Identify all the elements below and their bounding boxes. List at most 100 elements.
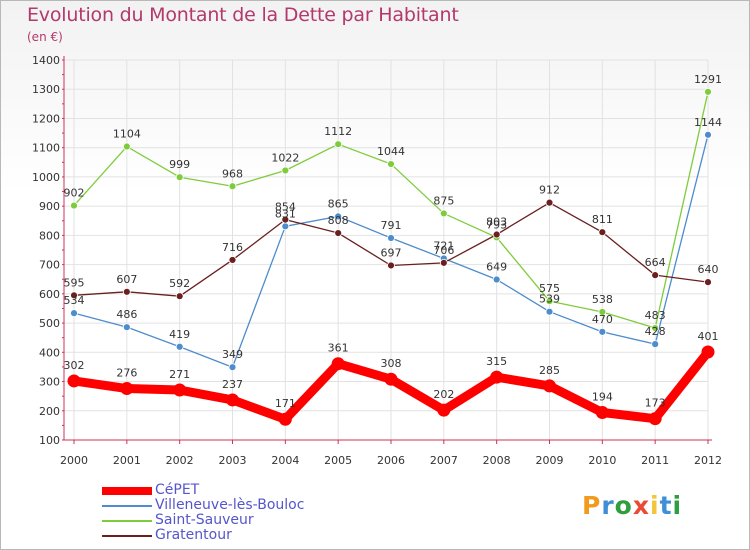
data-label: 999 (169, 158, 190, 171)
data-label: 575 (539, 282, 560, 295)
data-point (334, 140, 343, 149)
data-label: 595 (64, 276, 85, 289)
data-point (331, 357, 345, 371)
data-point (173, 383, 187, 397)
data-label: 716 (222, 241, 243, 254)
y-tick-label: 500 (39, 317, 60, 330)
data-point (278, 412, 292, 426)
data-label: 361 (328, 342, 349, 355)
logo-letter: i (650, 491, 660, 520)
data-label: 831 (275, 207, 296, 220)
y-tick-label: 400 (39, 346, 60, 359)
data-point (439, 209, 448, 218)
data-point (701, 345, 715, 359)
data-label: 811 (592, 213, 613, 226)
data-label: 1144 (694, 116, 722, 129)
data-point (545, 198, 554, 207)
data-label: 194 (592, 391, 613, 404)
data-point (545, 307, 554, 316)
x-tick-label: 2011 (641, 454, 669, 467)
legend-swatch (102, 520, 152, 522)
data-label: 1104 (113, 128, 141, 141)
data-point (228, 363, 237, 372)
data-label: 539 (539, 293, 560, 306)
data-label: 171 (275, 397, 296, 410)
axes: 100 200 300 400 500 600 700 800 900 1000 1100 1200 1… (32, 54, 722, 467)
legend-item: Villeneuve-lès-Bouloc (102, 497, 402, 513)
legend-swatch (102, 487, 152, 495)
x-tick-label: 2002 (166, 454, 194, 467)
legend-swatch (102, 505, 152, 507)
data-label: 1112 (324, 125, 352, 138)
logo-letter: P (582, 491, 602, 520)
x-tick-label: 2007 (430, 454, 458, 467)
legend-label: CéPET (155, 482, 200, 498)
data-point (70, 309, 78, 318)
data-label: 968 (222, 167, 243, 180)
data-label: 486 (116, 308, 137, 321)
data-point (545, 297, 554, 306)
legend-label: Saint-Sauveur (155, 512, 254, 528)
data-label: 401 (698, 330, 719, 343)
data-label: 483 (645, 309, 666, 322)
y-tick-label: 1100 (32, 142, 60, 155)
data-point (595, 406, 609, 420)
data-label: 706 (433, 244, 454, 257)
data-label: 419 (169, 328, 190, 341)
data-point (651, 324, 660, 332)
data-label: 803 (486, 216, 507, 229)
data-point (70, 291, 78, 300)
chart-title: Evolution du Montant de la Dette par Hab… (27, 4, 459, 26)
data-label: 902 (64, 187, 85, 200)
data-point (226, 393, 239, 407)
data-label: 349 (222, 348, 243, 361)
data-label: 791 (381, 219, 402, 232)
logo-letter: i (672, 491, 683, 520)
y-tick-label: 100 (39, 434, 60, 447)
data-point (651, 340, 660, 349)
data-point (648, 412, 662, 426)
legend-item: Saint-Sauveur (102, 512, 402, 528)
y-tick-label: 600 (39, 288, 60, 301)
x-tick-label: 2005 (324, 454, 352, 467)
legend-label: Villeneuve-lès-Bouloc (155, 497, 305, 513)
data-point (387, 160, 395, 168)
data-label: 912 (539, 184, 560, 197)
data-point (437, 403, 451, 417)
data-label: 271 (169, 368, 190, 381)
data-label: 592 (169, 277, 190, 290)
y-tick-label: 900 (39, 200, 60, 213)
data-point (281, 215, 290, 224)
data-point (598, 327, 607, 336)
y-tick-label: 200 (39, 405, 60, 418)
x-tick-label: 2003 (219, 454, 247, 467)
data-point (281, 166, 290, 175)
data-point (492, 230, 501, 239)
data-point (175, 342, 184, 351)
data-point (281, 222, 290, 231)
data-point (122, 323, 131, 332)
data-label: 697 (381, 246, 402, 259)
x-tick-label: 2009 (536, 454, 564, 467)
data-label: 428 (645, 325, 666, 338)
data-label: 1044 (377, 145, 405, 158)
data-label: 315 (486, 355, 507, 368)
data-point (175, 292, 184, 301)
data-point (651, 271, 660, 280)
data-point (704, 130, 712, 139)
data-label: 640 (698, 263, 719, 276)
legend: CéPET Villeneuve-lès-Bouloc Saint-Sauveur G… (102, 482, 402, 543)
y-tick-label: 1000 (32, 171, 60, 184)
data-label: 1291 (694, 73, 722, 86)
data-label: 237 (222, 378, 243, 391)
data-point (387, 234, 395, 242)
x-tick-label: 2004 (271, 454, 299, 467)
data-labels: 534 486 419 349 831 865 791 721 649 539 470 428 1144… (64, 73, 723, 410)
legend-item: Gratentour (102, 527, 402, 543)
data-label: 470 (592, 313, 613, 326)
data-point (228, 182, 237, 191)
data-point (334, 212, 343, 221)
logo-letter: o (614, 491, 633, 520)
logo-letter: t (659, 491, 673, 520)
